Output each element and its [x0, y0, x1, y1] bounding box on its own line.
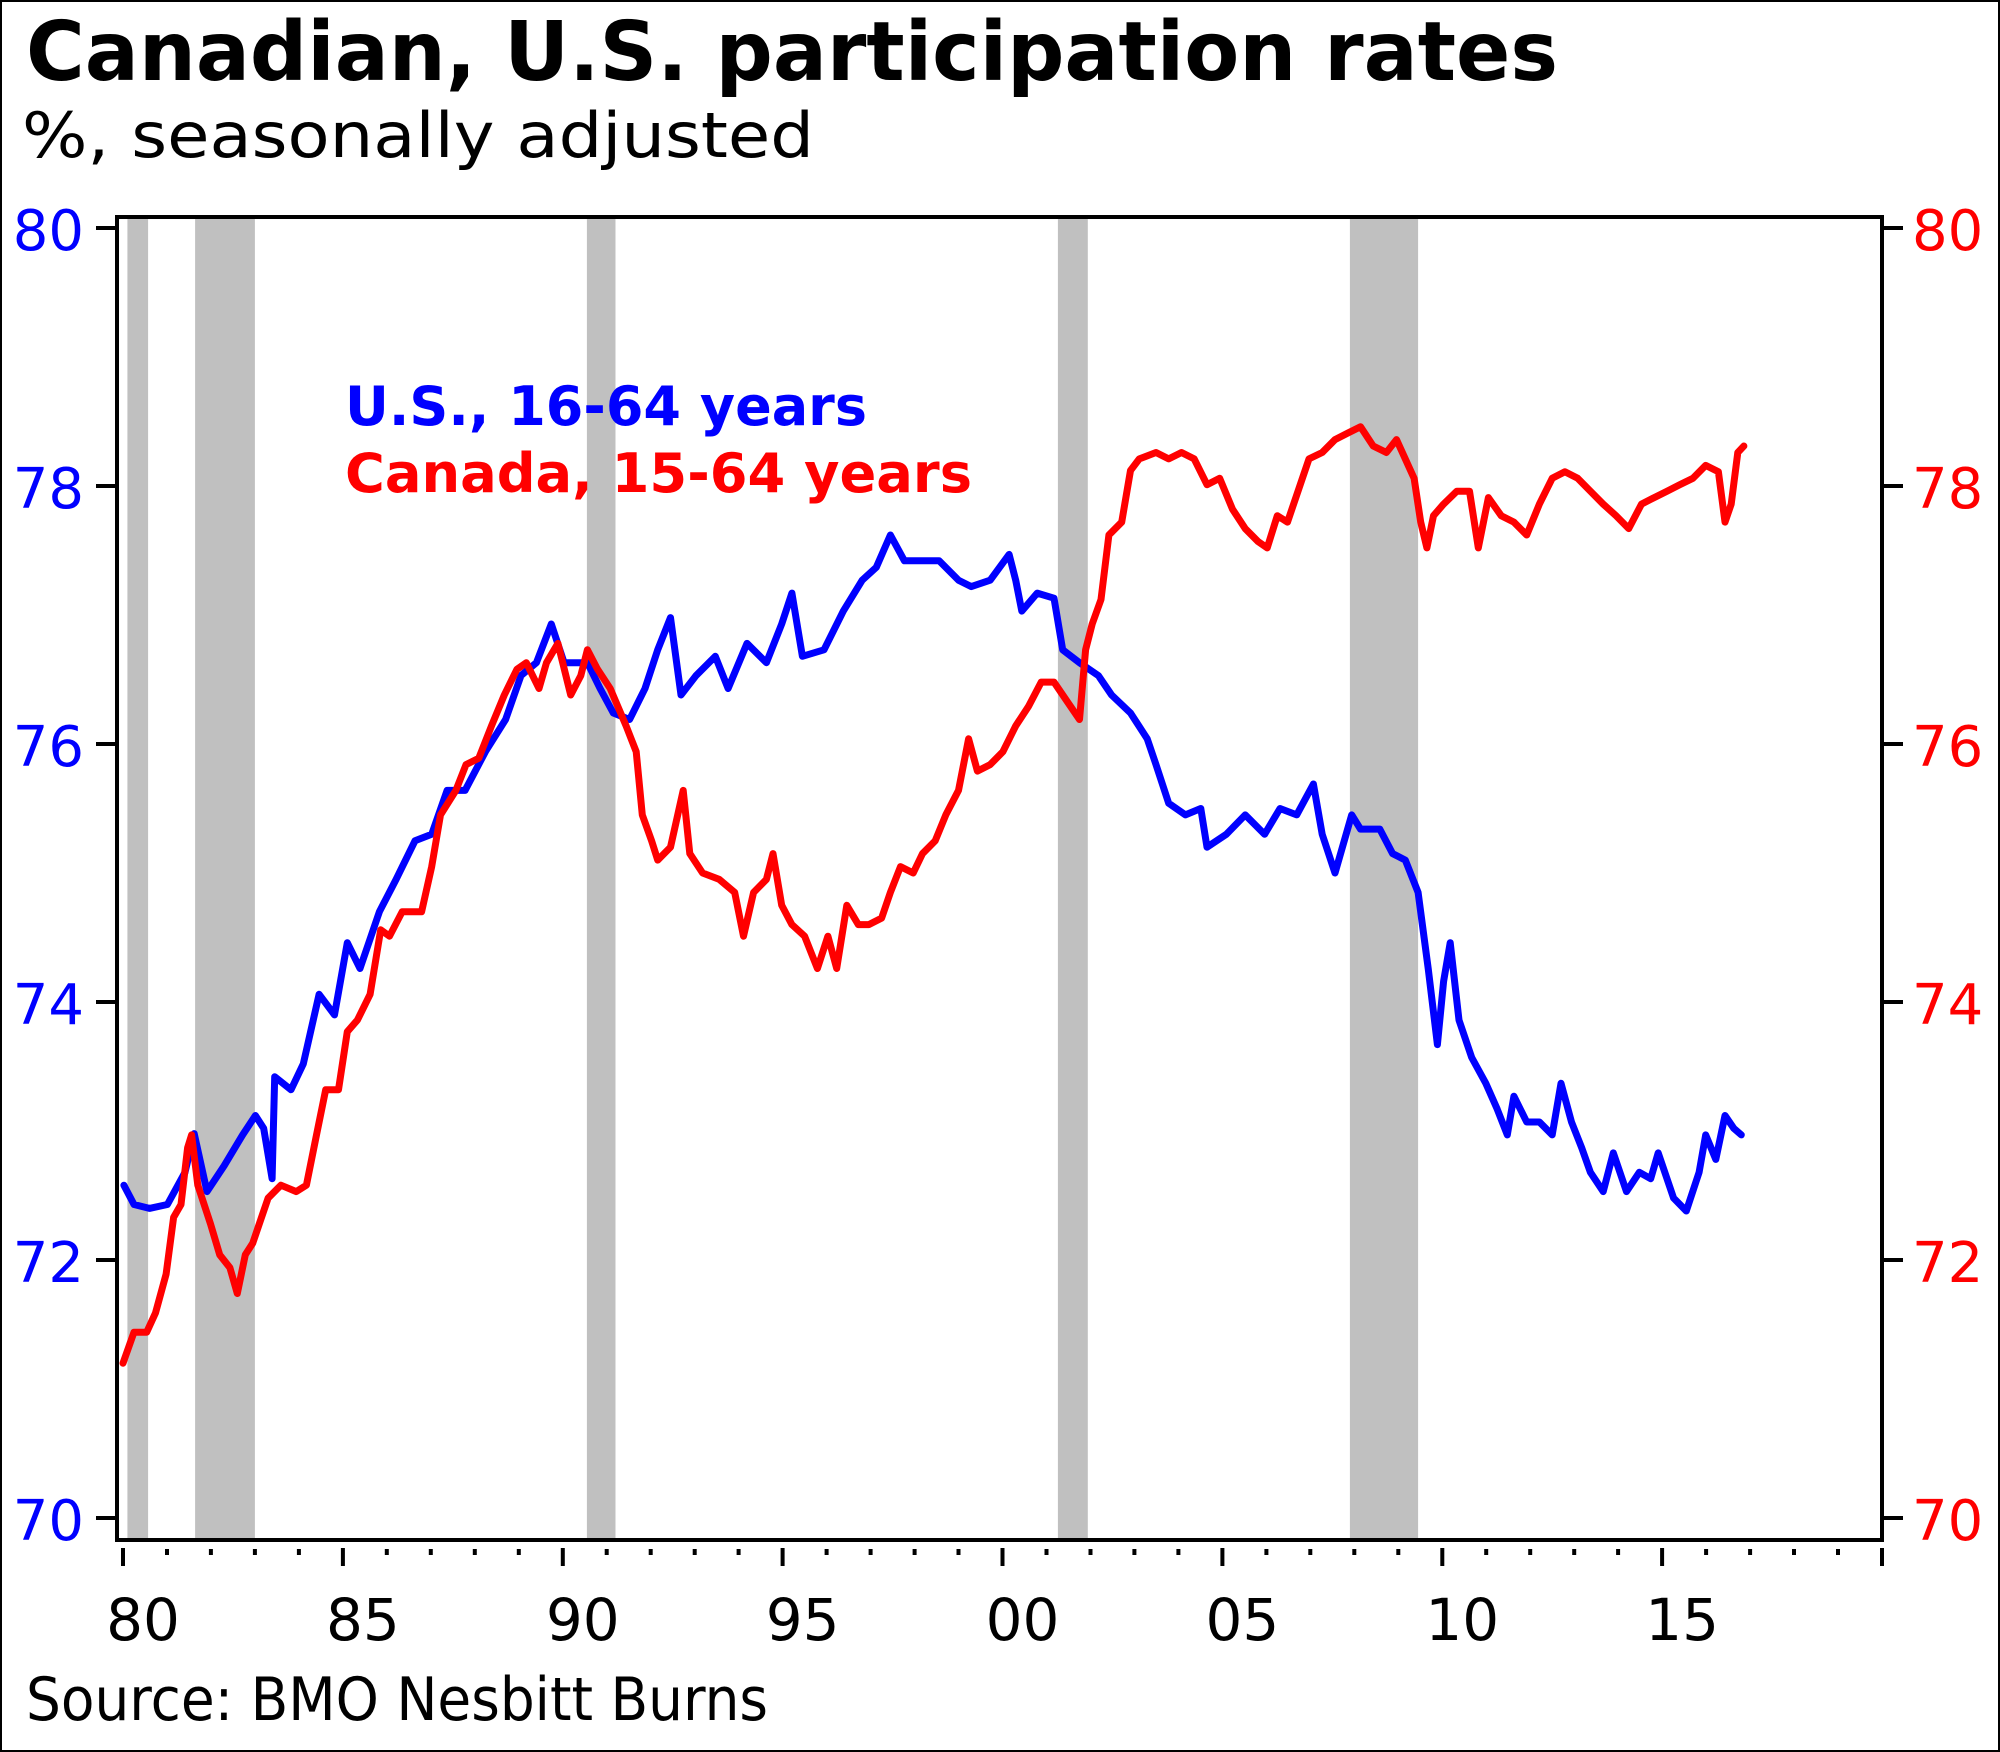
x-tick-label: 80 [106, 1586, 180, 1654]
series-lines [119, 423, 1748, 1367]
legend-us: U.S., 16-64 years [345, 375, 867, 438]
chart-source: Source: BMO Nesbitt Burns [26, 1665, 768, 1735]
axes [115, 215, 1884, 1542]
y-left-tick-label: 72 [13, 1231, 84, 1296]
y-left-tick-label: 74 [13, 973, 84, 1038]
recession-band-4 [1349, 219, 1419, 1538]
x-tick-label: 05 [1205, 1586, 1279, 1654]
y-right-tick-label: 80 [1912, 199, 1983, 264]
legend-canada: Canada, 15-64 years [345, 442, 972, 505]
recession-band-2 [586, 219, 616, 1538]
plot-border [115, 215, 1884, 1542]
y-right-tick-label: 76 [1912, 715, 1983, 780]
chart-title: Canadian, U.S. participation rates [26, 5, 1558, 100]
y-right-tick-label: 74 [1912, 973, 1983, 1038]
y-right-tick-label: 78 [1912, 457, 1983, 522]
x-tick-label: 90 [546, 1586, 620, 1654]
y-left-tick-label: 78 [13, 457, 84, 522]
y-left-tick-label: 70 [13, 1489, 84, 1554]
series-line-canada [119, 423, 1748, 1367]
recession-band-3 [1057, 219, 1088, 1538]
recession-band-1 [195, 219, 255, 1538]
x-tick-label: 00 [986, 1586, 1060, 1654]
y-axis-left-ticks: 80 78 76 74 72 70 [13, 199, 117, 1554]
x-axis-ticks: 80 85 90 95 00 05 10 15 [106, 1548, 1884, 1654]
y-right-tick-label: 72 [1912, 1231, 1983, 1296]
series-line-us [120, 531, 1745, 1215]
legend: U.S., 16-64 years Canada, 15-64 years [345, 375, 972, 505]
x-tick-label: 85 [326, 1586, 400, 1654]
y-axis-right-ticks: 80 78 76 74 72 70 [1882, 199, 1983, 1554]
y-left-tick-label: 80 [13, 199, 84, 264]
x-tick-label: 95 [766, 1586, 840, 1654]
y-left-tick-label: 76 [13, 715, 84, 780]
chart-subtitle: %, seasonally adjusted [22, 99, 814, 172]
recession-bands [127, 219, 1419, 1538]
y-right-tick-label: 70 [1912, 1489, 1983, 1554]
x-tick-label: 10 [1425, 1586, 1499, 1654]
x-tick-label: 15 [1645, 1586, 1719, 1654]
